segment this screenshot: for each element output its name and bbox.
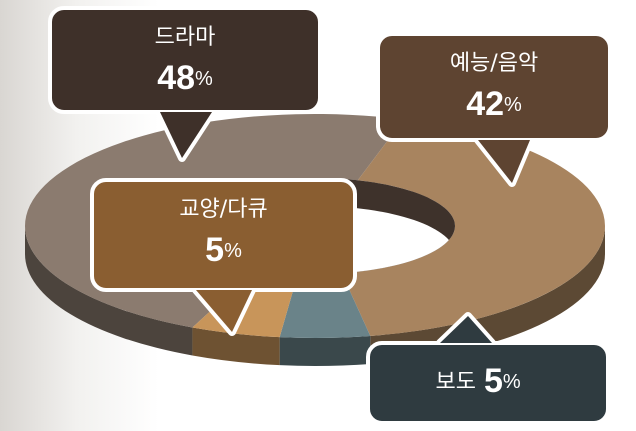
value-label: 5% (205, 231, 242, 269)
callout-tip (440, 316, 492, 343)
callouts: 드라마 48% 예능/음악 42% 보도 5% 교양/다큐 5% (48, 6, 612, 425)
value-number: 42 (466, 85, 504, 123)
callout: 예능/음악 42% (376, 32, 612, 187)
callout-tip (478, 140, 530, 183)
value-label: 48% (157, 59, 213, 97)
value-number: 5 (484, 362, 503, 400)
category-label: 드라마 (155, 25, 216, 50)
category-label: 보도 (436, 370, 476, 395)
slice-wall (279, 335, 371, 366)
callout: 드라마 48% (48, 6, 322, 162)
slice (341, 119, 605, 336)
slice-wall (370, 226, 605, 364)
value-number: 5 (205, 231, 224, 269)
callout-tip (196, 290, 252, 332)
category-label: 교양/다큐 (179, 197, 267, 222)
value-unit: % (195, 68, 213, 90)
value-unit: % (503, 371, 521, 393)
value-label: 5% (484, 362, 521, 400)
value-number: 48 (157, 59, 195, 97)
value-unit: % (504, 94, 522, 116)
value-label: 42% (466, 85, 522, 123)
value-unit: % (224, 240, 242, 262)
slice-wall (25, 226, 193, 356)
callout-tip (160, 112, 212, 158)
slice-wall (192, 327, 280, 366)
callout: 보도 5% (366, 312, 610, 425)
category-label: 예능/음악 (450, 51, 538, 76)
callout: 교양/다큐 5% (90, 178, 357, 336)
